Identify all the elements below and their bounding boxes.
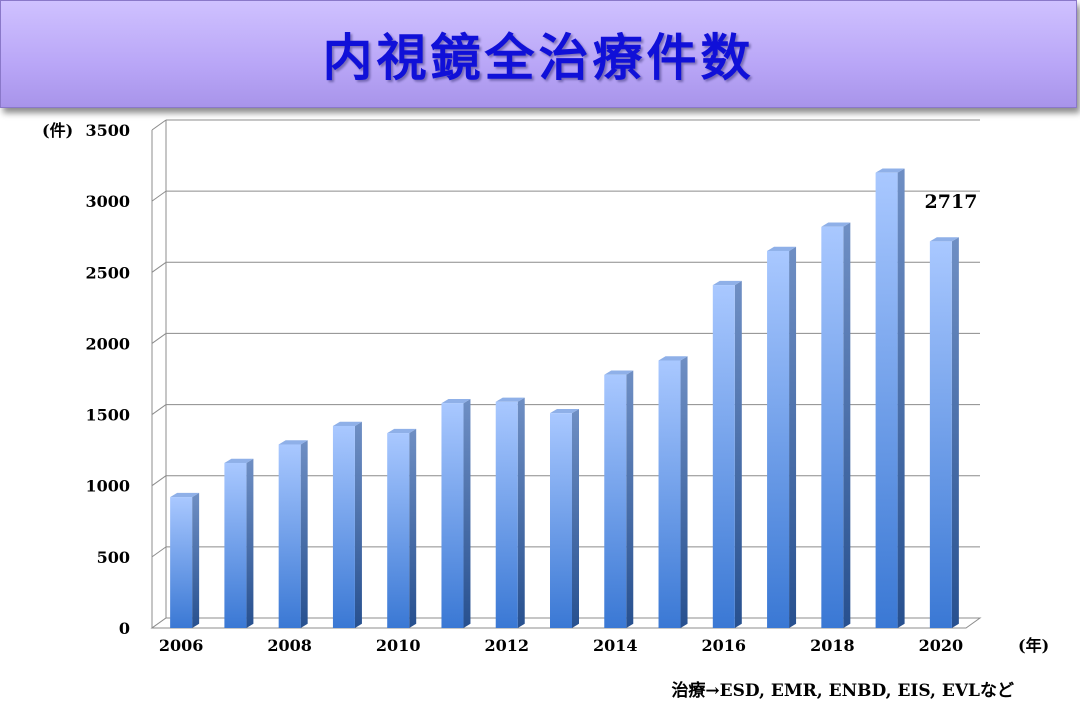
- bar: [170, 497, 193, 628]
- bar: [767, 250, 790, 628]
- bar-side: [843, 222, 851, 628]
- bar-side: [680, 356, 688, 628]
- gridline-depth: [151, 475, 167, 487]
- bar-top: [767, 246, 797, 251]
- x-tick-label: 2012: [484, 636, 529, 655]
- gridline-depth: [151, 404, 167, 415]
- bar: [929, 241, 952, 628]
- bar-side: [300, 440, 308, 628]
- bar-side: [246, 458, 254, 628]
- bar: [441, 403, 464, 628]
- bar-top: [224, 458, 254, 463]
- footnote: 治療→ESD, EMR, ENBD, EIS, EVLなど: [671, 681, 1014, 701]
- bar: [332, 425, 355, 628]
- bar-top: [441, 398, 471, 404]
- bar-top: [332, 421, 362, 426]
- y-tick-label: 2500: [85, 263, 130, 282]
- x-tick-label: 2008: [267, 636, 312, 655]
- chart-title: 内視鏡全治療件数: [322, 29, 755, 87]
- x-tick-label: 2020: [919, 636, 964, 655]
- x-axis-unit-label: (年): [1018, 636, 1049, 655]
- x-tick-label: 2010: [376, 636, 421, 655]
- bar-side: [463, 398, 471, 628]
- y-tick-label: 3000: [85, 192, 130, 211]
- y-tick-label: 1000: [85, 477, 130, 496]
- bar-top: [875, 168, 905, 173]
- bar-top: [387, 428, 417, 434]
- bar-top: [712, 280, 742, 286]
- bar-side: [626, 370, 634, 628]
- y-tick-label: 500: [97, 548, 130, 567]
- gridline-depth: [151, 546, 167, 558]
- bar-top: [821, 222, 851, 227]
- latest-value-annotation: 2717: [925, 191, 978, 213]
- bar: [712, 285, 735, 628]
- bar-side: [734, 280, 742, 628]
- gridline-depth: [151, 261, 167, 273]
- bar-top: [278, 440, 308, 445]
- bar-top: [929, 237, 959, 242]
- bar-side: [897, 168, 905, 628]
- title-banner: 内視鏡全治療件数: [0, 0, 1077, 108]
- bar: [550, 413, 572, 628]
- x-tick-label: 2016: [702, 636, 747, 655]
- bar-side: [409, 428, 417, 628]
- bar-side: [354, 421, 362, 628]
- gridline-depth: [151, 119, 167, 131]
- bar: [875, 172, 898, 628]
- x-tick-label: 2006: [159, 636, 204, 655]
- bar-side: [192, 492, 200, 628]
- y-tick-label: 0: [119, 619, 130, 638]
- bar-top: [170, 492, 200, 498]
- y-axis-unit-label: (件): [42, 121, 73, 140]
- bar-side: [789, 246, 797, 628]
- bar-top: [550, 408, 579, 414]
- bar: [604, 374, 627, 628]
- bars: [170, 168, 959, 629]
- bar-top: [495, 397, 525, 402]
- bar-side: [572, 408, 579, 628]
- y-tick-label: 1500: [85, 406, 130, 425]
- y-tick-label: 3500: [85, 121, 130, 140]
- bar-top: [658, 356, 688, 361]
- bar: [224, 462, 247, 628]
- labels: (件) (年) 2717: [42, 121, 1049, 655]
- bar: [278, 444, 301, 628]
- x-tick-label: 2014: [593, 636, 638, 655]
- bar: [387, 433, 410, 628]
- bar: [821, 226, 844, 629]
- gridline-depth: [151, 333, 167, 344]
- y-tick-label: 2000: [85, 334, 130, 353]
- bar-side: [951, 237, 959, 628]
- bar: [658, 360, 681, 628]
- bar-side: [517, 397, 525, 628]
- bar-top: [604, 370, 634, 375]
- x-tick-label: 2018: [810, 636, 855, 655]
- gridline-depth: [151, 190, 167, 202]
- bar: [495, 401, 518, 628]
